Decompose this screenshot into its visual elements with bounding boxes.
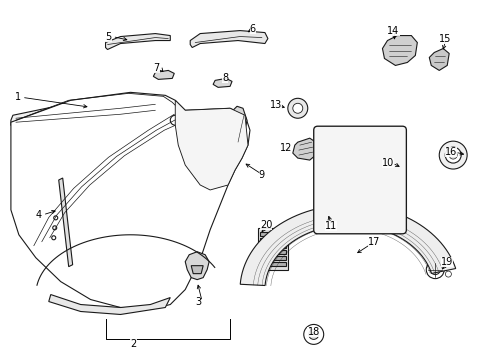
Circle shape (429, 265, 439, 275)
Circle shape (197, 140, 213, 156)
Polygon shape (260, 244, 285, 248)
Text: 14: 14 (386, 26, 399, 36)
Circle shape (348, 189, 360, 201)
Circle shape (251, 261, 257, 266)
Polygon shape (258, 228, 287, 270)
Polygon shape (195, 165, 215, 178)
Circle shape (426, 261, 443, 279)
Circle shape (190, 133, 220, 163)
Circle shape (346, 157, 362, 173)
Text: 13: 13 (269, 100, 282, 110)
FancyBboxPatch shape (313, 126, 406, 234)
Text: 20: 20 (260, 220, 272, 230)
Polygon shape (105, 33, 170, 50)
Circle shape (53, 226, 57, 230)
Text: 11: 11 (324, 221, 336, 231)
Circle shape (444, 147, 460, 163)
Circle shape (303, 324, 323, 345)
Circle shape (54, 216, 58, 220)
Text: 12: 12 (279, 143, 292, 153)
Circle shape (272, 234, 278, 240)
Circle shape (320, 198, 328, 206)
Polygon shape (11, 97, 165, 128)
Text: 3: 3 (195, 297, 201, 306)
Polygon shape (260, 256, 285, 260)
Circle shape (287, 98, 307, 118)
Text: 15: 15 (438, 33, 451, 44)
Polygon shape (175, 100, 247, 190)
Polygon shape (213, 78, 232, 87)
Polygon shape (260, 250, 285, 254)
Polygon shape (240, 205, 455, 285)
Text: 6: 6 (249, 24, 255, 33)
Polygon shape (191, 266, 203, 274)
Polygon shape (11, 92, 249, 310)
Polygon shape (153, 71, 174, 80)
Circle shape (408, 226, 414, 231)
Text: 18: 18 (307, 327, 319, 337)
Text: 10: 10 (382, 158, 394, 168)
Circle shape (434, 249, 440, 255)
Polygon shape (59, 178, 73, 267)
Circle shape (448, 151, 456, 159)
Circle shape (445, 271, 450, 277)
Circle shape (363, 210, 369, 216)
Circle shape (52, 236, 56, 240)
Polygon shape (232, 106, 246, 148)
Text: 19: 19 (440, 257, 452, 267)
Text: 4: 4 (36, 210, 42, 220)
Polygon shape (260, 262, 285, 266)
Polygon shape (185, 252, 209, 280)
Text: 8: 8 (222, 73, 227, 84)
Text: 16: 16 (444, 147, 456, 157)
Text: 1: 1 (15, 92, 21, 102)
Polygon shape (292, 138, 315, 160)
Polygon shape (260, 232, 285, 236)
Circle shape (170, 115, 180, 125)
Polygon shape (190, 31, 267, 48)
Text: 17: 17 (367, 237, 379, 247)
Circle shape (308, 329, 318, 339)
Polygon shape (382, 36, 416, 66)
Circle shape (190, 113, 200, 123)
Circle shape (323, 211, 329, 217)
Text: 9: 9 (258, 170, 264, 180)
Text: 5: 5 (105, 32, 112, 41)
Text: 7: 7 (153, 63, 159, 73)
Polygon shape (49, 294, 170, 315)
Polygon shape (260, 238, 285, 242)
Polygon shape (428, 49, 448, 71)
Circle shape (438, 141, 466, 169)
Circle shape (214, 126, 222, 134)
Text: 2: 2 (130, 339, 137, 349)
Circle shape (292, 103, 302, 113)
